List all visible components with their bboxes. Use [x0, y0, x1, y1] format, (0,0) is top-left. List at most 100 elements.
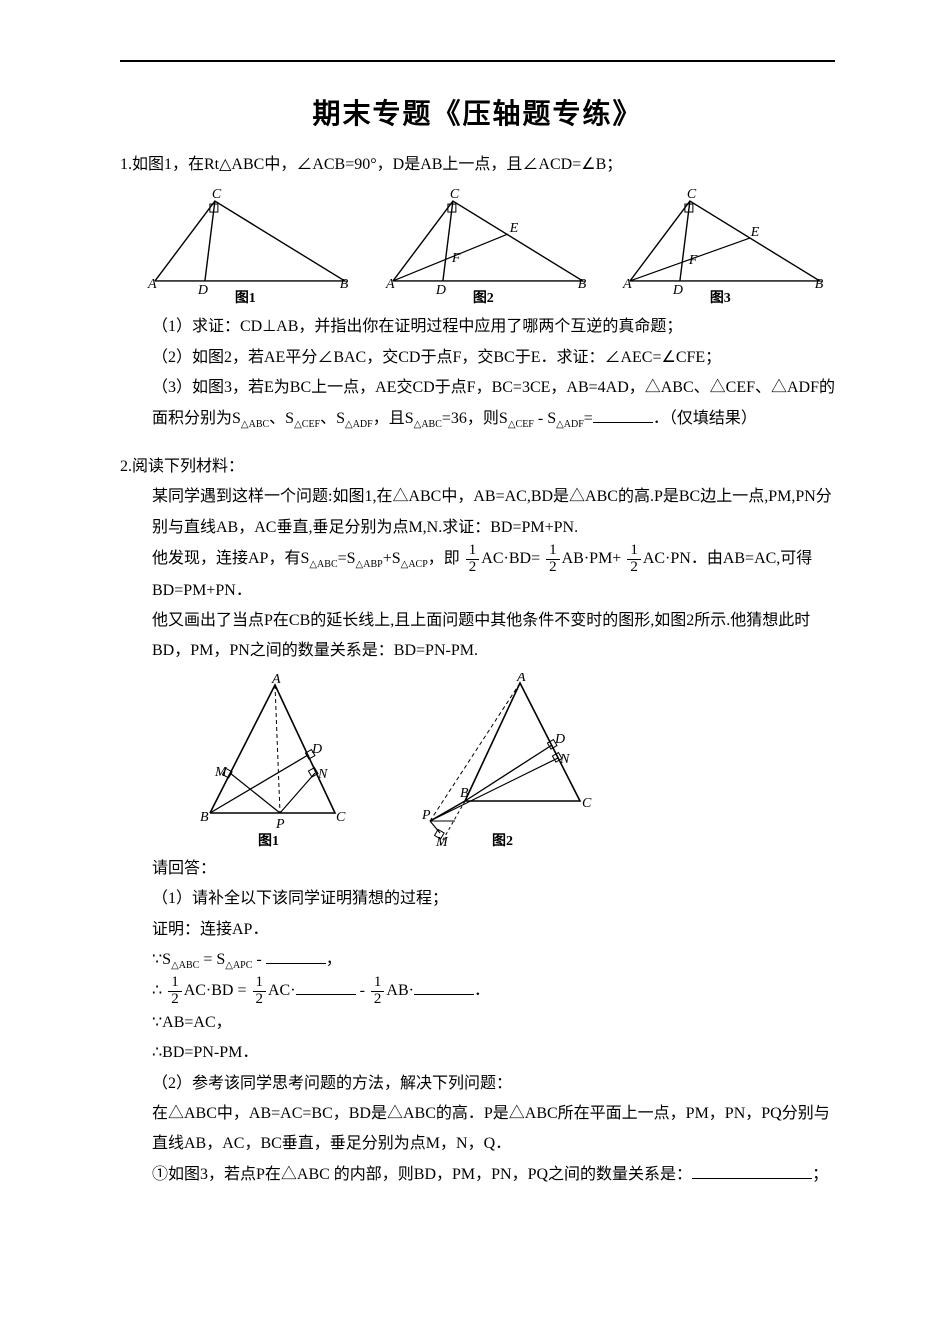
- q2-answer-head: 请回答：: [120, 854, 835, 884]
- svg-text:D: D: [311, 742, 322, 757]
- svg-text:图2: 图2: [473, 290, 494, 306]
- svg-text:A: A: [516, 673, 526, 685]
- svg-text:E: E: [750, 225, 760, 240]
- q2-p2: （2）参考该同学思考问题的方法，解决下列问题：: [120, 1069, 835, 1099]
- half-frac-3: 12: [627, 543, 641, 576]
- half-frac-4: 12: [168, 975, 182, 1008]
- svg-text:C: C: [582, 796, 592, 811]
- q2-proof-l2: ∵S△ABC = S△APC - ，: [120, 945, 835, 975]
- svg-text:C: C: [450, 187, 460, 202]
- q2-proof-l3-t3: AB·: [386, 982, 414, 999]
- q2-para3: 他又画出了当点P在CB的延长线上,且上面问题中其他条件不变时的图形,如图2所示.…: [120, 606, 835, 667]
- q2-p2-sub1-tail: ；: [812, 1166, 828, 1183]
- q2-para2-s3: △ACP: [401, 559, 428, 570]
- svg-text:N: N: [317, 767, 328, 782]
- svg-text:D: D: [435, 283, 446, 298]
- q1-part3-diff-right: △ADF: [556, 419, 584, 430]
- q2-head: 2.阅读下列材料：: [120, 452, 835, 482]
- q2-proof-l3-t1: AC·BD =: [184, 982, 251, 999]
- svg-text:B: B: [200, 810, 209, 825]
- svg-text:C: C: [212, 187, 222, 202]
- q2-para2-plus: +S: [383, 550, 401, 567]
- q2-proof-l4: ∵AB=AC，: [120, 1008, 835, 1038]
- q1-part3-blank: [593, 406, 653, 423]
- svg-text:F: F: [688, 253, 698, 268]
- q2-proof-l2-after: ，: [326, 951, 342, 968]
- q1-figure-2: A B C D E F 图2: [378, 186, 598, 306]
- q2-proof-l2-sub2: △APC: [225, 960, 252, 971]
- svg-text:A: A: [622, 277, 632, 292]
- q2-proof-l2-before: ∵S: [152, 951, 171, 968]
- q1-part3-sub-2: △CEF: [294, 419, 320, 430]
- q1-figure-1: A B C D 图1: [140, 186, 360, 306]
- q1-part2: （2）如图2，若AE平分∠BAC，交CD于点F，交BC于E．求证：∠AEC=∠C…: [120, 343, 835, 373]
- q2-figure-1: A B C D M N P 图1: [180, 673, 360, 848]
- q2-para2-s1: △ABC: [309, 559, 337, 570]
- q2-proof-l3-blank2: [414, 978, 474, 995]
- half-frac-6: 12: [371, 975, 385, 1008]
- top-rule: [120, 60, 835, 62]
- q2-proof-l2-blank: [266, 947, 326, 964]
- q2-para2-before: 他发现，连接AP，有S: [152, 550, 309, 567]
- q2-para2-after: ．由AB=AC,可得: [691, 550, 812, 567]
- q2-proof-l3: ∴ 12AC·BD = 12AC· - 12AB·．: [120, 975, 835, 1008]
- svg-text:B: B: [815, 277, 824, 292]
- half-frac-2: 12: [546, 543, 560, 576]
- q2-para2-mid: ，即: [428, 550, 460, 567]
- q1-stem: 1.如图1，在Rt△ABC中，∠ACB=90°，D是AB上一点，且∠ACD=∠B…: [120, 150, 835, 180]
- q1-part3-minus: - S: [534, 410, 556, 427]
- q2-proof-l3-t2: AC·: [268, 982, 296, 999]
- q2-proof-l3-minus: -: [356, 982, 369, 999]
- q2-proof-l3-blank1: [296, 978, 356, 995]
- svg-text:E: E: [508, 221, 518, 236]
- q2-figure-row: A B C D M N P 图1 A: [180, 673, 835, 848]
- q1-figure-row: A B C D 图1 A B C D E F 图2 A B: [140, 186, 835, 306]
- q2-expr-t3: AC·PN: [643, 550, 691, 567]
- q1-part1: （1）求证：CD⊥AB，并指出你在证明过程中应用了哪两个互逆的真命题；: [120, 312, 835, 342]
- q1-figure-3: A B C D E F 图3: [615, 186, 835, 306]
- svg-text:P: P: [275, 817, 285, 832]
- svg-text:B: B: [340, 277, 349, 292]
- svg-text:B: B: [577, 277, 586, 292]
- q2-p2-sub1-blank: [692, 1162, 812, 1179]
- svg-text:A: A: [147, 277, 157, 292]
- q2-expr-t1: AC·BD=: [481, 550, 540, 567]
- q2-para2-concl: BD=PM+PN．: [120, 576, 835, 606]
- q2-proof-l2-eq: = S: [199, 951, 225, 968]
- q2-proof-l5: ∴BD=PN-PM．: [120, 1038, 835, 1068]
- q2-para2: 他发现，连接AP，有S△ABC=S△ABP+S△ACP，即 12AC·BD= 1…: [120, 543, 835, 576]
- page-title: 期末专题《压轴题专练》: [120, 92, 835, 132]
- q1-part3-sub-3: △ADF: [345, 419, 373, 430]
- svg-text:F: F: [451, 251, 461, 266]
- svg-text:D: D: [554, 732, 565, 747]
- svg-text:N: N: [559, 752, 570, 767]
- q1-part3-diff-left: △CEF: [508, 419, 534, 430]
- q2-figure-2: A B C D N P M 图2: [400, 673, 600, 848]
- svg-text:D: D: [672, 283, 683, 298]
- q2-proof-l1: 证明：连接AP．: [120, 915, 835, 945]
- svg-text:图1: 图1: [258, 833, 279, 848]
- q2-p2-sub1-text: ①如图3，若点P在△ABC 的内部，则BD，PM，PN，PQ之间的数量关系是：: [152, 1166, 692, 1183]
- q1-part3-sub-1: △ABC: [241, 419, 269, 430]
- svg-text:B: B: [460, 786, 469, 801]
- svg-text:D: D: [197, 283, 208, 298]
- q2-p1: （1）请补全以下该同学证明猜想的过程；: [120, 884, 835, 914]
- svg-text:M: M: [214, 765, 228, 780]
- half-frac-1: 12: [466, 543, 480, 576]
- svg-text:图1: 图1: [235, 290, 256, 306]
- q2-para1: 某同学遇到这样一个问题:如图1,在△ABC中，AB=AC,BD是△ABC的高.P…: [120, 482, 835, 543]
- svg-text:M: M: [435, 835, 449, 848]
- svg-text:P: P: [421, 808, 431, 823]
- q1-part3-cond-prefix: ，且S: [373, 410, 414, 427]
- q2-expr-t2: AB·PM+: [562, 550, 622, 567]
- q1-part3-cond-sub: △ABC: [414, 419, 442, 430]
- q2-p2-para: 在△ABC中，AB=AC=BC，BD是△ABC的高．P是△ABC所在平面上一点，…: [120, 1099, 835, 1160]
- svg-text:图2: 图2: [492, 833, 513, 848]
- svg-text:C: C: [336, 810, 346, 825]
- svg-text:A: A: [385, 277, 395, 292]
- q2-proof-l3-after: ．: [474, 982, 490, 999]
- q1-part3: （3）如图3，若E为BC上一点，AE交CD于点F，BC=3CE，AB=4AD，△…: [120, 373, 835, 434]
- q2-para2-eq: =S: [338, 550, 356, 567]
- svg-text:C: C: [687, 187, 697, 202]
- svg-text:图3: 图3: [710, 290, 731, 306]
